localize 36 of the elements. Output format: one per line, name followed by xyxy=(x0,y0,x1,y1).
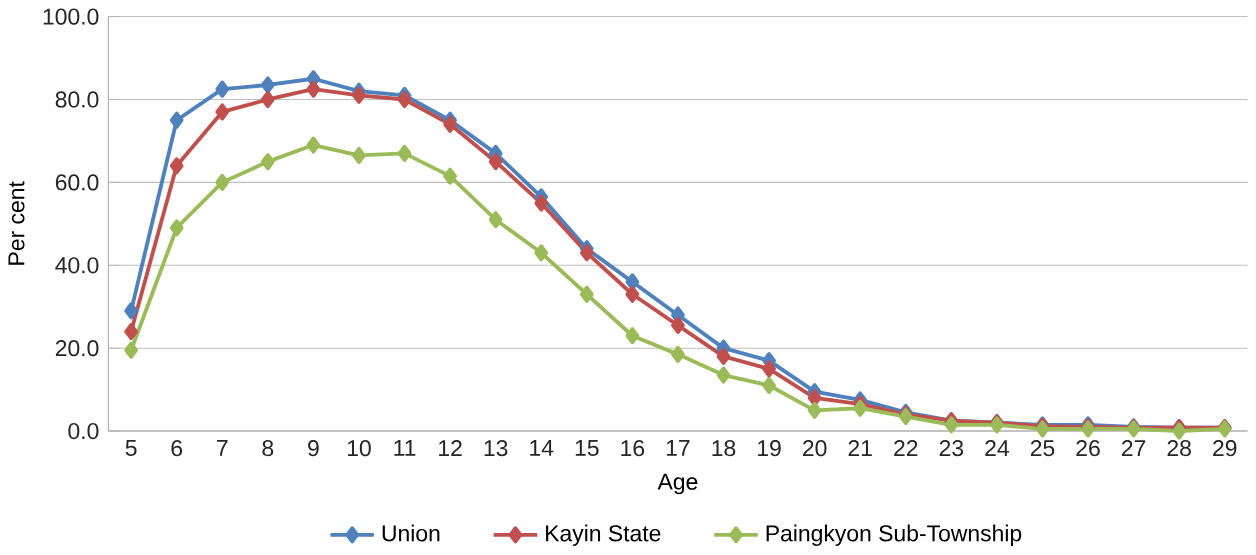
x-tick-label: 12 xyxy=(439,439,462,456)
x-tick-label: 8 xyxy=(262,439,274,457)
x-tick-label: 14 xyxy=(530,439,554,456)
x-tick-label: 10 xyxy=(347,439,371,457)
y-tick-label: 80.0 xyxy=(55,91,99,108)
x-tick-label: 19 xyxy=(758,439,781,457)
x-tick-label: 17 xyxy=(666,439,690,456)
x-tick-label: 9 xyxy=(308,439,319,457)
x-tick-label: 25 xyxy=(1030,439,1055,457)
x-tick-label: 23 xyxy=(939,439,964,457)
x-tick-label: 29 xyxy=(1213,439,1237,457)
y-tick-label: 0.0 xyxy=(68,422,99,440)
y-tick-label: 20.0 xyxy=(55,339,99,357)
x-tick-label: 27 xyxy=(1122,439,1146,456)
x-axis-title: Age xyxy=(657,473,698,495)
x-tick-label: 7 xyxy=(217,439,228,456)
x-tick-label: 16 xyxy=(621,439,645,457)
x-tick-label: 15 xyxy=(575,439,599,456)
legend-label: Paingkyon Sub-Township xyxy=(766,524,1022,546)
x-tick-label: 26 xyxy=(1076,439,1100,457)
y-axis-title: Per cent xyxy=(8,181,25,265)
x-tick-label: 22 xyxy=(894,439,918,456)
x-tick-label: 13 xyxy=(484,439,508,457)
x-tick-label: 5 xyxy=(125,439,137,456)
x-tick-label: 18 xyxy=(712,439,736,457)
x-tick-label: 24 xyxy=(985,439,1009,456)
y-tick-label: 60.0 xyxy=(55,174,99,191)
legend-label: Union xyxy=(382,524,440,542)
x-tick-label: 21 xyxy=(848,439,872,456)
legend-label: Kayin State xyxy=(546,524,661,546)
x-tick-label: 28 xyxy=(1167,439,1191,457)
y-tick-label: 40.0 xyxy=(55,257,99,274)
x-tick-label: 11 xyxy=(394,439,416,456)
y-tick-label: 100.0 xyxy=(43,8,99,25)
x-tick-label: 20 xyxy=(803,439,827,457)
x-tick-label: 6 xyxy=(171,439,183,457)
